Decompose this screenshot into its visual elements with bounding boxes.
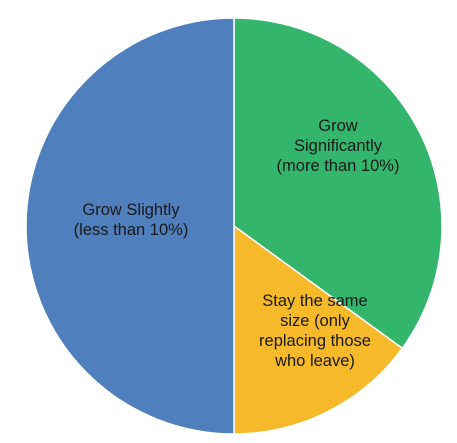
slice-label-3: Grow Slightly (less than 10%) (74, 201, 189, 239)
slice-label-line: size (only (280, 312, 350, 330)
slice-label-line: (less than 10%) (74, 221, 189, 239)
slice-label-1: Grow Significantly (more than 10%) (277, 117, 400, 175)
slice-label-line: Grow (318, 117, 358, 135)
pie-labels: Grow Significantly (more than 10%) Stay the… (74, 117, 400, 370)
slice-label-line: Significantly (294, 137, 383, 155)
pie-slice-3 (25, 17, 235, 435)
pie-slices (25, 17, 443, 435)
pie-slice-2 (233, 224, 404, 435)
pie-slice-1 (233, 17, 443, 350)
slice-label-2: Stay the same size (only replacing those wh… (259, 292, 371, 370)
slice-label-line: who leave) (274, 352, 355, 370)
slice-label-line: (more than 10%) (277, 157, 400, 175)
slice-label-line: replacing those (259, 332, 371, 350)
slice-label-line: Stay the same (262, 292, 367, 310)
slice-label-line: Grow Slightly (82, 201, 180, 219)
